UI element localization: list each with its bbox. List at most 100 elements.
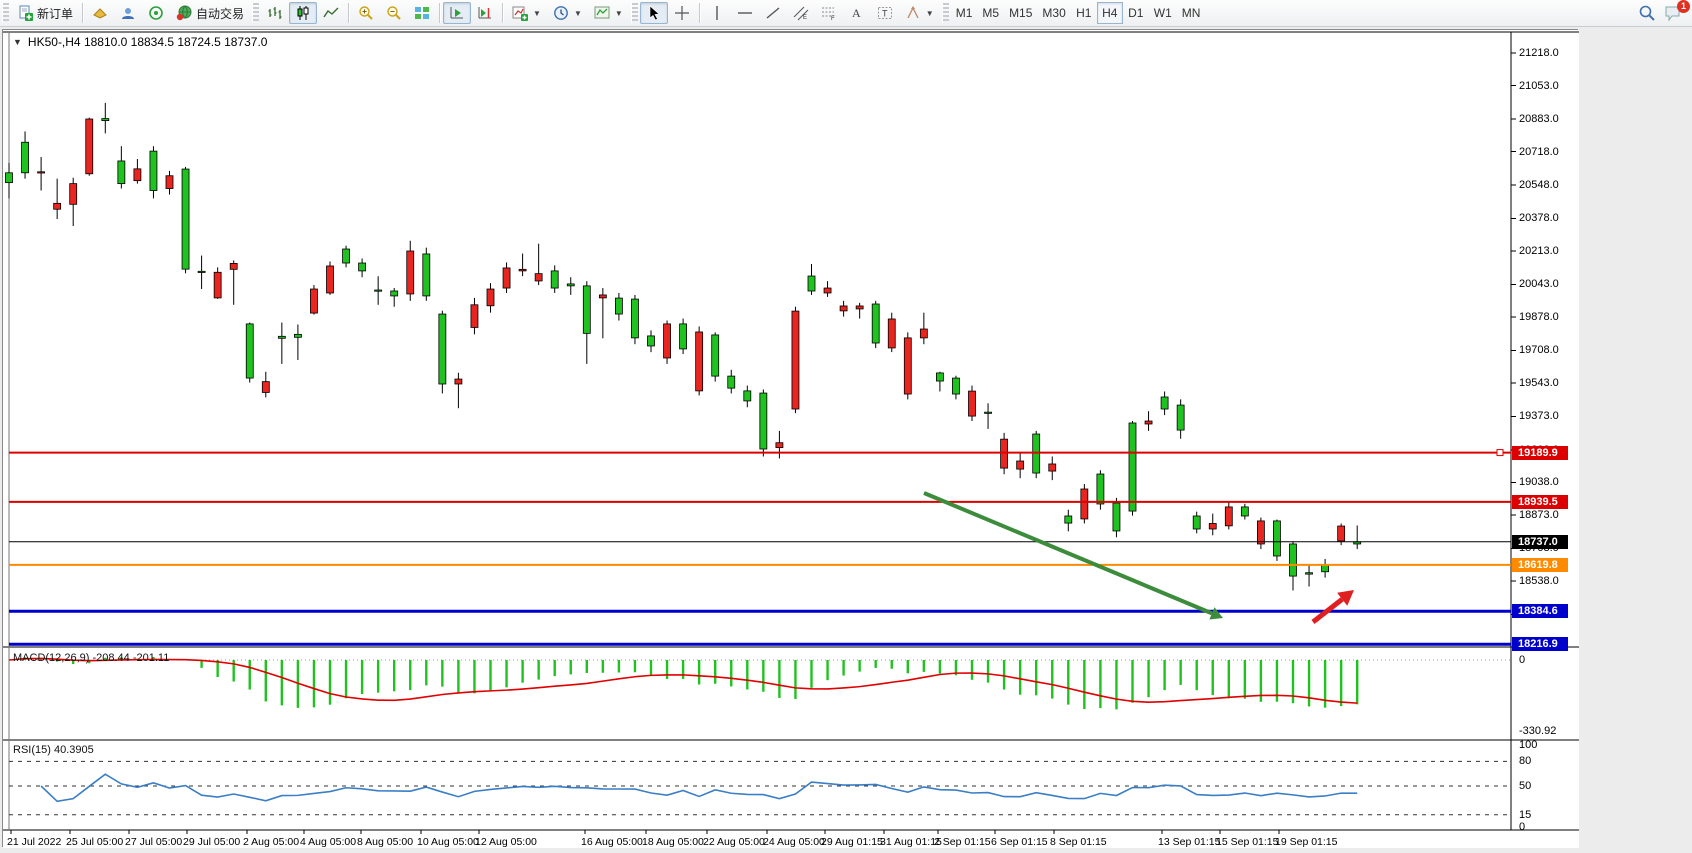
timeframe-button-m30[interactable]: M30 <box>1042 6 1066 20</box>
trendline-button[interactable] <box>759 2 787 24</box>
candle-body <box>1000 438 1008 469</box>
candle-body <box>936 372 944 382</box>
candle-body <box>615 297 623 315</box>
candle-body <box>133 168 142 182</box>
timeframe-button-h1[interactable]: H1 <box>1076 6 1092 20</box>
candle-body <box>261 381 270 393</box>
price-level-badge-18939.5: 18939.5 <box>1512 494 1568 509</box>
timeframe-button-mn[interactable]: MN <box>1181 6 1201 20</box>
crosshair-button[interactable] <box>668 2 696 24</box>
candle-body <box>1048 463 1057 472</box>
timeframe-group: M1 M5 M15 M30 H1 H4 D1 W1 MN <box>951 2 1206 24</box>
rsi-axis-tick: 0 <box>1519 821 1526 833</box>
tile-windows-button[interactable] <box>408 2 436 24</box>
candle-body <box>1273 520 1281 557</box>
timeframe-button-m15[interactable]: M15 <box>1009 6 1033 20</box>
rsi-axis-tick: 80 <box>1519 755 1532 768</box>
indicators-button[interactable]: ▼ <box>506 2 547 24</box>
templates-button[interactable]: ▼ <box>588 2 629 24</box>
candle-body <box>807 275 816 292</box>
chart-shift-icon <box>477 5 493 21</box>
indicators-caret: ▼ <box>533 8 541 18</box>
candle-body <box>470 304 479 328</box>
text-button[interactable]: A <box>843 2 871 24</box>
community-button[interactable] <box>114 2 142 24</box>
timeframe-button-m5[interactable]: M5 <box>982 6 1000 20</box>
candle-body <box>1144 420 1153 425</box>
new-order-button[interactable]: 新订单 <box>11 2 79 24</box>
market-button[interactable] <box>86 2 114 24</box>
timeframe-button-w1[interactable]: W1 <box>1153 6 1172 20</box>
horizontal-line-button[interactable] <box>731 2 759 24</box>
market-icon <box>92 5 108 21</box>
toolbar-drag-handle[interactable] <box>941 3 949 23</box>
arrows-button[interactable]: ▼ <box>899 2 940 24</box>
candle-body <box>727 375 736 389</box>
clock-icon <box>553 5 569 21</box>
search-icon[interactable] <box>1638 4 1656 22</box>
candle-body <box>358 262 367 272</box>
candle-body <box>695 331 704 392</box>
trend-arrow[interactable] <box>1311 597 1344 624</box>
chart-window[interactable]: ▼ HK50-,H4 18810.0 18834.5 18724.5 18737… <box>2 29 1579 848</box>
timeframe-button-d1[interactable]: D1 <box>1128 6 1144 20</box>
chart-shift-button[interactable] <box>471 2 499 24</box>
fibonacci-button[interactable]: F <box>815 2 843 24</box>
fibonacci-icon: F <box>821 5 837 22</box>
candle-body <box>711 334 720 377</box>
line-chart-button[interactable] <box>317 2 345 24</box>
zoom-out-button[interactable] <box>380 2 408 24</box>
zoom-out-icon <box>386 5 402 21</box>
community-icon <box>120 5 136 21</box>
trend-arrow[interactable] <box>923 491 1213 616</box>
indicators-icon <box>512 5 529 21</box>
signals-button[interactable] <box>142 2 170 24</box>
candle-body <box>518 268 527 272</box>
toolbar-drag-handle[interactable] <box>2 3 9 23</box>
svg-text:F: F <box>831 16 835 21</box>
price-axis-tick: 21218.0 <box>1519 47 1559 59</box>
chart-title: ▼ HK50-,H4 18810.0 18834.5 18724.5 18737… <box>13 35 267 49</box>
bar-chart-button[interactable] <box>261 2 289 24</box>
price-axis-tick: 18873.0 <box>1519 509 1559 521</box>
signals-icon <box>148 5 164 21</box>
chart-canvas[interactable] <box>3 30 1579 848</box>
timeframe-button-m1[interactable]: M1 <box>955 6 973 20</box>
time-axis-label: 22 Aug 05:00 <box>703 836 765 848</box>
vertical-line-button[interactable] <box>703 2 731 24</box>
notifications-icon[interactable]: 1 <box>1664 0 1690 22</box>
chart-title-text: HK50-,H4 18810.0 18834.5 18724.5 18737.0 <box>27 35 268 49</box>
candle-body <box>759 392 768 450</box>
line-chart-icon <box>323 5 339 21</box>
autotrading-button[interactable]: 自动交易 <box>170 2 250 24</box>
candle-body <box>342 248 350 264</box>
time-axis-label: 21 Jul 2022 <box>7 836 62 848</box>
rsi-axis-tick: 50 <box>1519 780 1532 792</box>
candle-body <box>454 378 463 385</box>
candle-body <box>181 168 190 270</box>
candle-body <box>1289 543 1297 577</box>
equidistant-channel-button[interactable]: E <box>787 2 815 24</box>
toolbar-drag-handle[interactable] <box>630 3 638 23</box>
candle-body <box>582 285 591 334</box>
candle-body <box>550 270 559 289</box>
timeframe-button-h4[interactable]: H4 <box>1096 2 1123 24</box>
toolbar-drag-handle[interactable] <box>252 3 260 23</box>
candlestick-button[interactable] <box>289 2 318 24</box>
candle-body <box>69 183 78 205</box>
zoom-in-button[interactable] <box>352 2 380 24</box>
candle-body <box>101 118 110 121</box>
time-axis-label: 29 Jul 05:00 <box>183 836 241 848</box>
candle-body <box>1257 520 1265 545</box>
arrows-icon <box>905 5 921 21</box>
time-axis-label: 27 Jul 05:00 <box>125 836 183 848</box>
one-click-trading-toggle[interactable]: ▼ <box>13 37 22 47</box>
text-label-button[interactable]: T <box>871 2 899 24</box>
cursor-button[interactable] <box>639 2 668 24</box>
price-axis-tick: 20718.0 <box>1519 145 1559 158</box>
periods-button[interactable]: ▼ <box>547 2 588 24</box>
time-axis-label: 2 Sep 01:15 <box>934 836 991 848</box>
time-axis-label: 12 Aug 05:00 <box>475 836 537 848</box>
auto-scroll-button[interactable] <box>443 2 472 24</box>
time-axis-label: 18 Aug 05:00 <box>642 836 704 848</box>
